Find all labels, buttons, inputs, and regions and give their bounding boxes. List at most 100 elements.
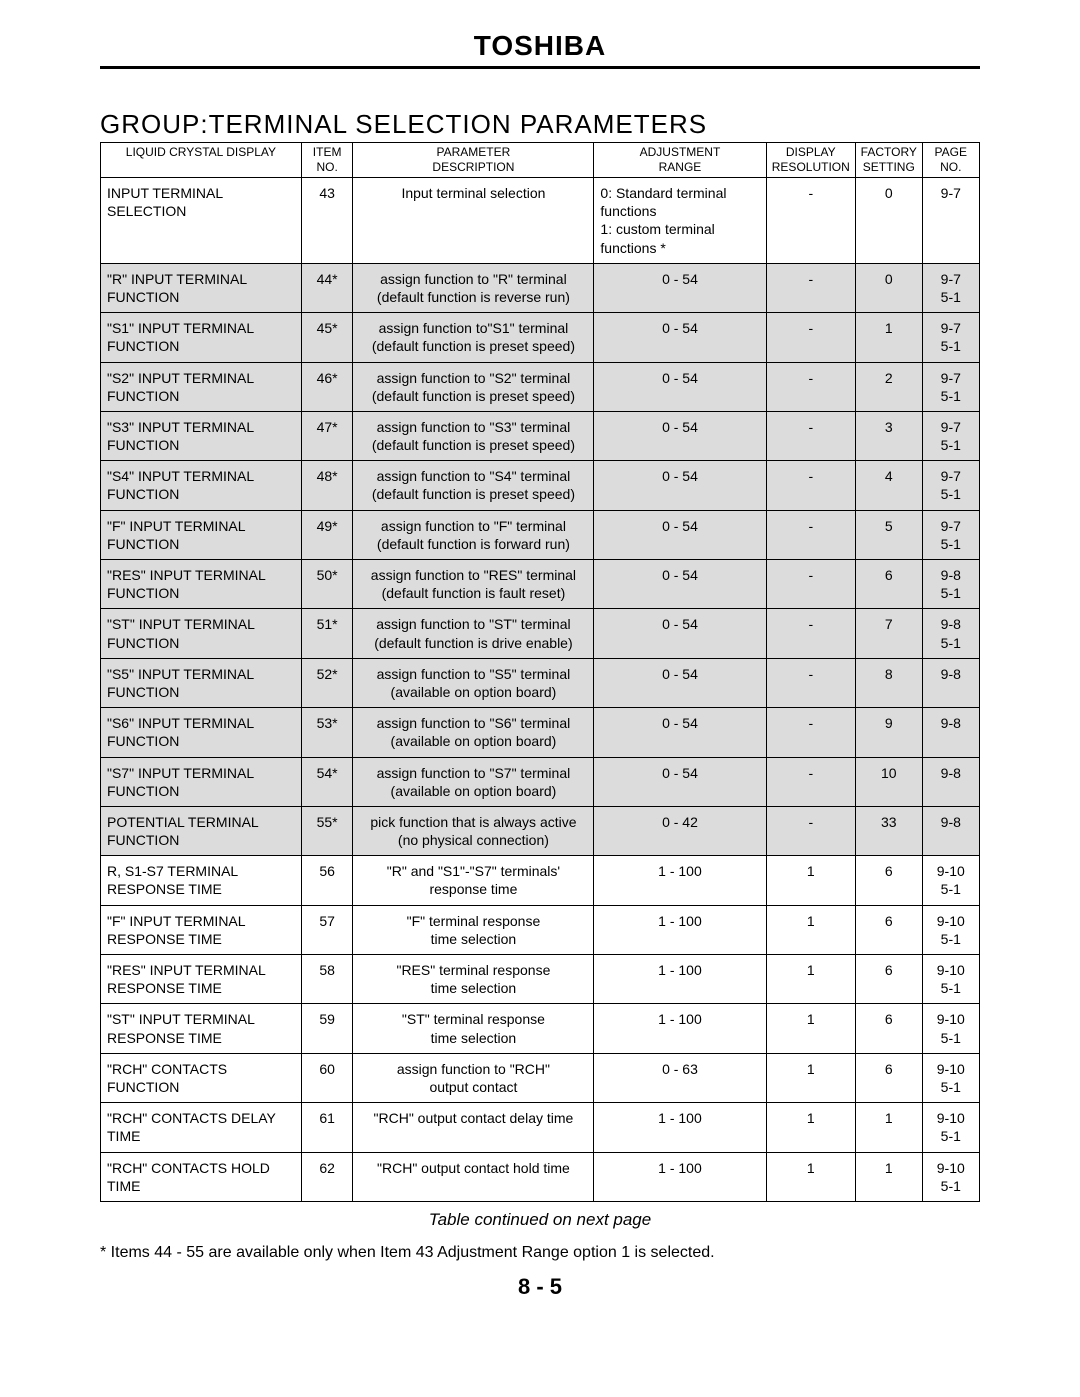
cell-range: 0 - 54	[594, 313, 766, 362]
cell-desc: assign function to "RES" terminal(defaul…	[353, 560, 594, 609]
cell-fact: 2	[856, 362, 923, 411]
table-row: "S4" INPUT TERMINAL FUNCTION48*assign fu…	[101, 461, 980, 510]
cell-page: 9-105-1	[922, 955, 979, 1004]
cell-page: 9-85-1	[922, 560, 979, 609]
cell-lcd: "S6" INPUT TERMINAL FUNCTION	[101, 708, 302, 757]
cell-desc: assign function to "S6" terminal(availab…	[353, 708, 594, 757]
footnote: * Items 44 - 55 are available only when …	[100, 1244, 980, 1262]
cell-fact: 5	[856, 510, 923, 559]
cell-lcd: R, S1-S7 TERMINAL RESPONSE TIME	[101, 856, 302, 905]
cell-page: 9-8	[922, 658, 979, 707]
cell-res: 1	[766, 1053, 856, 1102]
brand-heading: TOSHIBA	[100, 30, 980, 62]
cell-page: 9-75-1	[922, 313, 979, 362]
cell-page: 9-8	[922, 806, 979, 855]
cell-range: 0 - 42	[594, 806, 766, 855]
cell-range: 0 - 54	[594, 708, 766, 757]
cell-page: 9-75-1	[922, 411, 979, 460]
cell-fact: 0	[856, 263, 923, 312]
cell-fact: 1	[856, 1103, 923, 1152]
page-number: 8 - 5	[100, 1274, 980, 1300]
cell-lcd: "RCH" CONTACTS FUNCTION	[101, 1053, 302, 1102]
table-header-row: LIQUID CRYSTAL DISPLAY ITEMNO. PARAMETER…	[101, 143, 980, 178]
cell-res: -	[766, 178, 856, 264]
cell-range: 0 - 54	[594, 560, 766, 609]
cell-fact: 1	[856, 313, 923, 362]
col-page: PAGENO.	[922, 143, 979, 178]
cell-desc: assign function to "RCH"output contact	[353, 1053, 594, 1102]
cell-res: -	[766, 411, 856, 460]
cell-fact: 6	[856, 1004, 923, 1053]
table-row: "F" INPUT TERMINAL FUNCTION49*assign fun…	[101, 510, 980, 559]
table-row: "RES" INPUT TERMINAL RESPONSE TIME58"RES…	[101, 955, 980, 1004]
cell-res: -	[766, 658, 856, 707]
table-row: "RCH" CONTACTS HOLD TIME62"RCH" output c…	[101, 1152, 980, 1201]
cell-range: 1 - 100	[594, 1152, 766, 1201]
cell-range: 0 - 54	[594, 510, 766, 559]
col-desc: PARAMETERDESCRIPTION	[353, 143, 594, 178]
cell-item: 47*	[301, 411, 353, 460]
cell-desc: assign function to "R" terminal(default …	[353, 263, 594, 312]
cell-lcd: "S4" INPUT TERMINAL FUNCTION	[101, 461, 302, 510]
cell-res: -	[766, 510, 856, 559]
cell-desc: "RES" terminal responsetime selection	[353, 955, 594, 1004]
cell-item: 52*	[301, 658, 353, 707]
cell-desc: assign function to "F" terminal(default …	[353, 510, 594, 559]
cell-desc: assign function to "ST" terminal(default…	[353, 609, 594, 658]
cell-page: 9-75-1	[922, 263, 979, 312]
cell-range: 0 - 63	[594, 1053, 766, 1102]
cell-page: 9-105-1	[922, 905, 979, 954]
cell-page: 9-105-1	[922, 1004, 979, 1053]
cell-lcd: "S2" INPUT TERMINAL FUNCTION	[101, 362, 302, 411]
cell-item: 61	[301, 1103, 353, 1152]
table-row: INPUT TERMINAL SELECTION43Input terminal…	[101, 178, 980, 264]
cell-res: 1	[766, 1004, 856, 1053]
cell-page: 9-7	[922, 178, 979, 264]
table-row: R, S1-S7 TERMINAL RESPONSE TIME56"R" and…	[101, 856, 980, 905]
table-row: "S2" INPUT TERMINAL FUNCTION46*assign fu…	[101, 362, 980, 411]
cell-desc: assign function to "S5" terminal(availab…	[353, 658, 594, 707]
cell-range: 1 - 100	[594, 856, 766, 905]
cell-lcd: "RCH" CONTACTS DELAY TIME	[101, 1103, 302, 1152]
cell-range: 0 - 54	[594, 609, 766, 658]
table-row: "S1" INPUT TERMINAL FUNCTION45*assign fu…	[101, 313, 980, 362]
cell-desc: assign function to "S2" terminal(default…	[353, 362, 594, 411]
col-item: ITEMNO.	[301, 143, 353, 178]
cell-fact: 6	[856, 856, 923, 905]
cell-desc: assign function to "S3" terminal(default…	[353, 411, 594, 460]
cell-res: -	[766, 263, 856, 312]
cell-lcd: "S7" INPUT TERMINAL FUNCTION	[101, 757, 302, 806]
cell-page: 9-8	[922, 708, 979, 757]
cell-page: 9-105-1	[922, 856, 979, 905]
cell-item: 59	[301, 1004, 353, 1053]
cell-res: -	[766, 708, 856, 757]
cell-lcd: "ST" INPUT TERMINAL FUNCTION	[101, 609, 302, 658]
cell-desc: "RCH" output contact hold time	[353, 1152, 594, 1201]
cell-fact: 10	[856, 757, 923, 806]
cell-range: 1 - 100	[594, 955, 766, 1004]
continued-note: Table continued on next page	[100, 1210, 980, 1230]
cell-page: 9-85-1	[922, 609, 979, 658]
table-row: "ST" INPUT TERMINAL FUNCTION51*assign fu…	[101, 609, 980, 658]
cell-res: -	[766, 313, 856, 362]
parameters-table: LIQUID CRYSTAL DISPLAY ITEMNO. PARAMETER…	[100, 142, 980, 1202]
cell-page: 9-8	[922, 757, 979, 806]
col-fact: FACTORYSETTING	[856, 143, 923, 178]
cell-item: 44*	[301, 263, 353, 312]
cell-fact: 33	[856, 806, 923, 855]
cell-item: 55*	[301, 806, 353, 855]
cell-fact: 0	[856, 178, 923, 264]
cell-range: 0 - 54	[594, 263, 766, 312]
cell-res: 1	[766, 856, 856, 905]
cell-desc: assign function to "S4" terminal(default…	[353, 461, 594, 510]
cell-lcd: "S1" INPUT TERMINAL FUNCTION	[101, 313, 302, 362]
table-row: "S5" INPUT TERMINAL FUNCTION52*assign fu…	[101, 658, 980, 707]
cell-desc: "ST" terminal responsetime selection	[353, 1004, 594, 1053]
cell-lcd: "R" INPUT TERMINAL FUNCTION	[101, 263, 302, 312]
cell-range: 1 - 100	[594, 1103, 766, 1152]
table-row: "RCH" CONTACTS DELAY TIME61"RCH" output …	[101, 1103, 980, 1152]
cell-range: 1 - 100	[594, 1004, 766, 1053]
cell-item: 54*	[301, 757, 353, 806]
cell-page: 9-75-1	[922, 510, 979, 559]
col-range: ADJUSTMENTRANGE	[594, 143, 766, 178]
